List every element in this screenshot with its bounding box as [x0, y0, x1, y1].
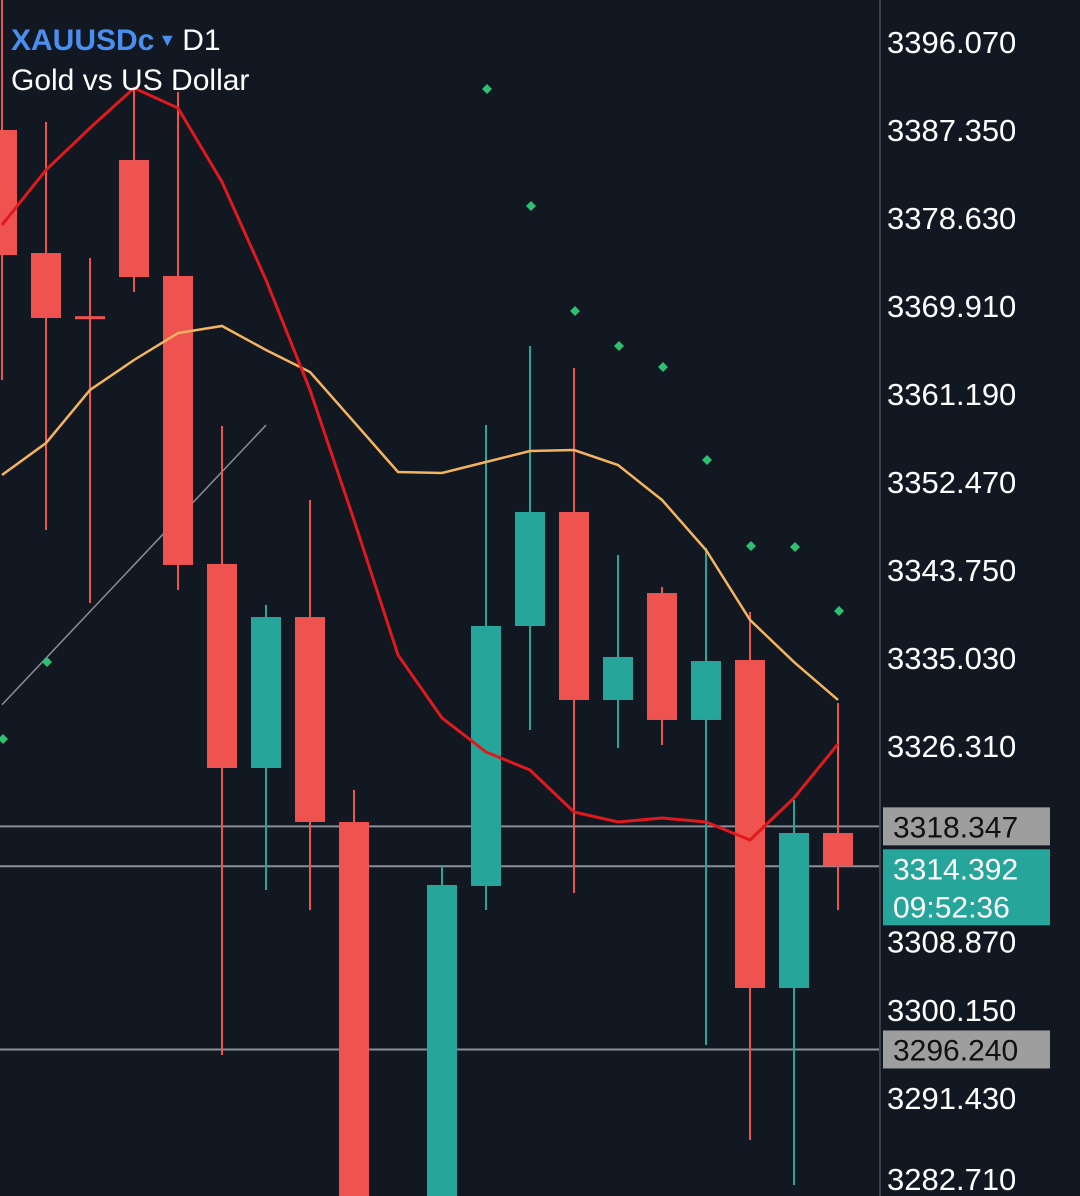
- price-tick-label: 3369.910: [887, 289, 1016, 324]
- price-tick-label: 3352.470: [887, 465, 1016, 500]
- candle-body: [295, 617, 325, 822]
- price-level-badge: [883, 1030, 1050, 1069]
- candle-countdown-label: 09:52:36: [893, 891, 1010, 924]
- candle-body: [691, 661, 721, 720]
- indicator-dot: [702, 455, 712, 465]
- indicator-dot: [834, 605, 844, 616]
- indicator-dot: [658, 361, 668, 372]
- indicator-dot: [746, 540, 756, 551]
- candle-body: [647, 593, 677, 720]
- indicator-dot: [614, 340, 624, 351]
- current-price-badge: [883, 849, 1050, 926]
- candle-body: [207, 563, 237, 768]
- indicator-dot: [570, 306, 580, 317]
- symbol-name[interactable]: XAUUSDc: [11, 24, 155, 57]
- indicator-dot: [0, 734, 8, 745]
- price-tick-label: 3291.430: [887, 1081, 1016, 1116]
- price-level-label: 3318.347: [893, 811, 1018, 844]
- price-tick-label: 3396.070: [887, 25, 1016, 60]
- timeframe[interactable]: D1: [182, 24, 221, 57]
- candle-body: [163, 276, 193, 565]
- candle-body: [603, 656, 633, 700]
- symbol-description: Gold vs US Dollar: [11, 64, 250, 97]
- plot-area: [0, 0, 880, 1196]
- slow-moving-average-line: [1, 324, 839, 701]
- fast-moving-average-line: [0, 86, 840, 842]
- price-level-badge: [883, 807, 1050, 846]
- indicator-dot: [42, 657, 52, 668]
- candle-body: [779, 832, 809, 988]
- indicator-dot: [526, 200, 536, 211]
- price-tick-label: 3378.630: [887, 201, 1016, 236]
- price-level-label: 3296.240: [893, 1034, 1018, 1067]
- price-tick-label: 3343.750: [887, 553, 1016, 588]
- candle-body: [251, 617, 281, 768]
- candle-body: [515, 511, 545, 627]
- candle-body: [427, 884, 457, 1196]
- current-price-label: 3314.392: [893, 853, 1018, 886]
- candle-body: [339, 821, 369, 1196]
- candle-body: [31, 253, 61, 319]
- candle-body: [559, 511, 589, 700]
- price-axis[interactable]: 3396.070 3387.350 3378.630 3369.910 3361.190…: [887, 25, 1016, 1196]
- candle-body: [735, 660, 765, 988]
- price-tick-label: 3326.310: [887, 729, 1016, 764]
- candle-body: [0, 130, 17, 256]
- price-tick-label: 3282.710: [887, 1162, 1016, 1196]
- price-tick-label: 3361.190: [887, 377, 1016, 412]
- candle-body: [823, 832, 853, 867]
- candle-body: [75, 316, 105, 320]
- candle-body: [119, 159, 149, 278]
- chart-header: XAUUSDc ▼ D1 Gold vs US Dollar: [11, 20, 249, 101]
- price-tick-label: 3335.030: [887, 641, 1016, 676]
- price-tick-label: 3300.150: [887, 993, 1016, 1028]
- indicator-dot: [790, 541, 800, 552]
- price-labels: 3318.347 3314.392 09:52:36 3296.240: [883, 807, 1050, 1069]
- indicator-dot: [482, 84, 492, 95]
- price-tick-label: 3387.350: [887, 113, 1016, 148]
- price-tick-label: 3308.870: [887, 924, 1016, 959]
- triangle-down-icon[interactable]: ▼: [158, 30, 177, 50]
